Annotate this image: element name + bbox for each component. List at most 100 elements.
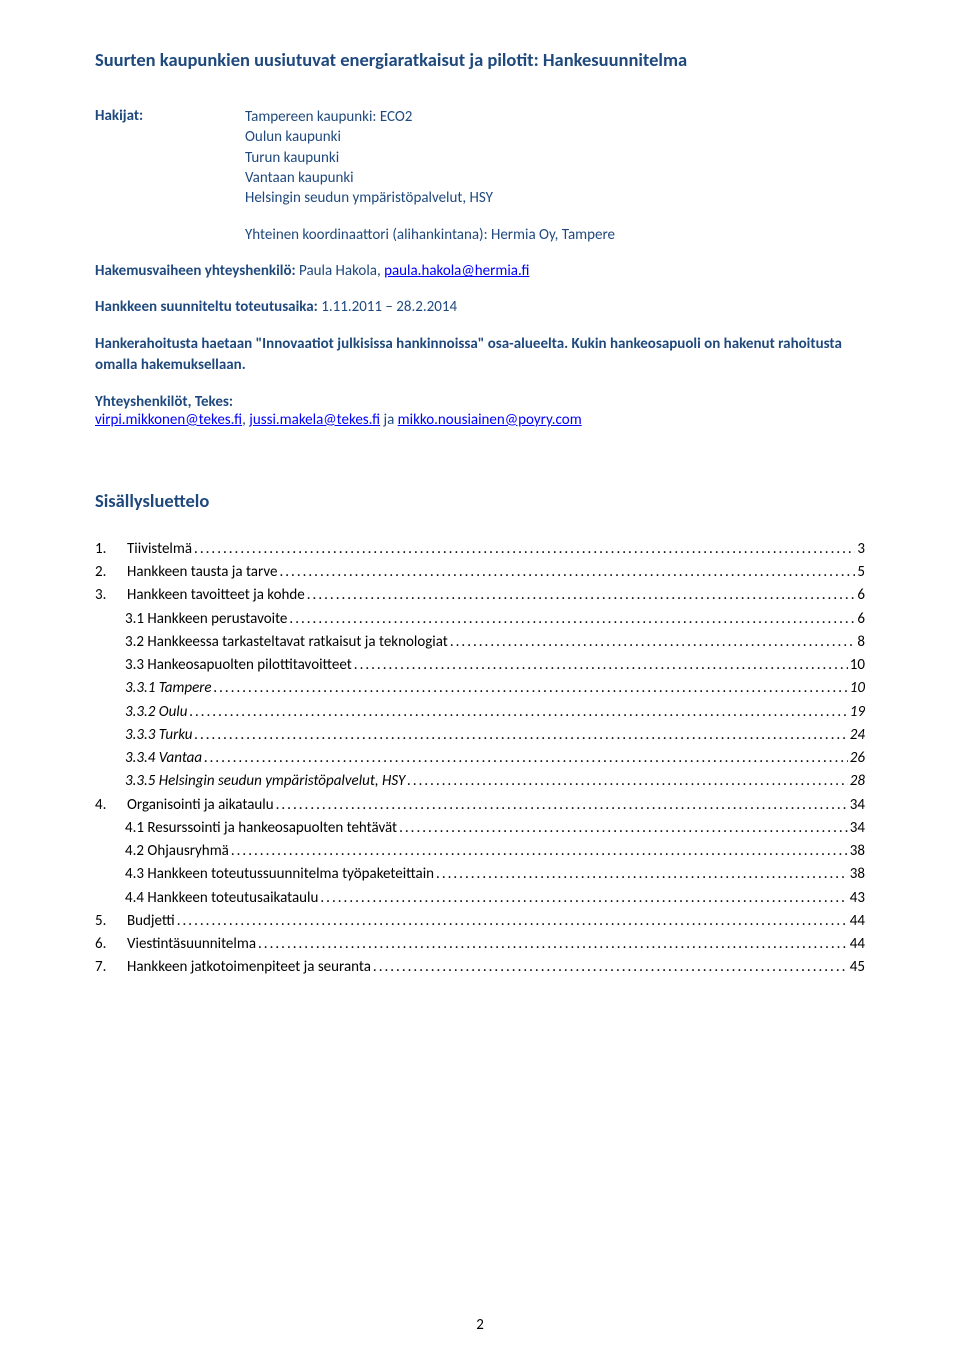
toc-entry[interactable]: 1.Tiivistelmä...........................… (95, 538, 865, 561)
funding-paragraph: Hankerahoitusta haetaan "Innovaatiot jul… (95, 334, 865, 375)
toc-leader-dots: ........................................… (258, 933, 848, 956)
toc-leader-dots: ........................................… (189, 701, 847, 724)
toc-page-number: 45 (850, 956, 865, 979)
toc-page-number: 6 (857, 608, 865, 631)
toc-entry[interactable]: 4.4 Hankkeen toteutusaikataulu..........… (95, 887, 865, 910)
toc-label: 3.3.5 Helsingin seudun ympäristöpalvelut… (125, 770, 405, 793)
applicants-label: Hakijat: (95, 107, 143, 125)
contact-link[interactable]: jussi.makela@tekes.fi (249, 411, 380, 429)
contact-email-link[interactable]: paula.hakola@hermia.fi (384, 262, 529, 280)
toc-entry[interactable]: 4.Organisointi ja aikataulu.............… (95, 794, 865, 817)
toc-entry[interactable]: 2.Hankkeen tausta ja tarve..............… (95, 561, 865, 584)
toc-label: 3.3.1 Tampere (125, 677, 212, 700)
toc-label: Tiivistelmä (127, 538, 192, 561)
contacts-label: Yhteyshenkilöt, Tekes: (95, 393, 865, 411)
toc-page-number: 6 (857, 584, 865, 607)
contact-row: Hakemusvaiheen yhteyshenkilö: Paula Hako… (95, 262, 865, 280)
separator-text: ja (380, 411, 398, 429)
toc-label: Hankkeen tausta ja tarve (127, 561, 277, 584)
toc-leader-dots: ........................................… (231, 840, 848, 863)
toc-page-number: 10 (850, 654, 865, 677)
toc-entry[interactable]: 4.3 Hankkeen toteutussuunnitelma työpake… (95, 863, 865, 886)
toc-leader-dots: ........................................… (276, 794, 848, 817)
toc-entry[interactable]: 3.3.3 Turku.............................… (95, 724, 865, 747)
tekes-contacts: Yhteyshenkilöt, Tekes: virpi.mikkonen@te… (95, 393, 865, 429)
page-number: 2 (0, 1316, 960, 1334)
applicant-item: Oulun kaupunki (245, 127, 493, 147)
toc-page-number: 5 (857, 561, 865, 584)
toc-number: 7. (95, 956, 127, 979)
toc-entry[interactable]: 3.1 Hankkeen perustavoite...............… (95, 608, 865, 631)
toc-page-number: 43 (850, 887, 865, 910)
table-of-contents: 1.Tiivistelmä...........................… (95, 538, 865, 980)
toc-page-number: 26 (850, 747, 865, 770)
toc-leader-dots: ........................................… (177, 910, 848, 933)
toc-label: Budjetti (127, 910, 175, 933)
toc-entry[interactable]: 3.3.2 Oulu..............................… (95, 701, 865, 724)
toc-leader-dots: ........................................… (307, 584, 856, 607)
toc-entry[interactable]: 3.3.4 Vantaa............................… (95, 747, 865, 770)
toc-page-number: 8 (857, 631, 865, 654)
toc-page-number: 19 (850, 701, 865, 724)
toc-entry[interactable]: 3.3.1 Tampere...........................… (95, 677, 865, 700)
toc-number: 2. (95, 561, 127, 584)
toc-label: 4.2 Ohjausryhmä (125, 840, 229, 863)
toc-number: 6. (95, 933, 127, 956)
toc-page-number: 44 (850, 933, 865, 956)
toc-entry[interactable]: 3.2 Hankkeessa tarkasteltavat ratkaisut … (95, 631, 865, 654)
toc-label: 3.1 Hankkeen perustavoite (125, 608, 287, 631)
toc-page-number: 3 (857, 538, 865, 561)
toc-leader-dots: ........................................… (407, 770, 848, 793)
contact-link[interactable]: virpi.mikkonen@tekes.fi (95, 411, 242, 429)
applicant-item: Tampereen kaupunki: ECO2 (245, 107, 493, 127)
toc-entry[interactable]: 3.Hankkeen tavoitteet ja kohde..........… (95, 584, 865, 607)
toc-label: 4.1 Resurssointi ja hankeosapuolten teht… (125, 817, 397, 840)
applicant-item: Vantaan kaupunki (245, 168, 493, 188)
toc-leader-dots: ........................................… (279, 561, 855, 584)
coordinator-line: Yhteinen koordinaattori (alihankintana):… (245, 226, 865, 244)
toc-entry[interactable]: 3.3 Hankeosapuolten pilottitavoitteet...… (95, 654, 865, 677)
toc-leader-dots: ........................................… (194, 724, 847, 747)
toc-heading: Sisällysluettelo (95, 489, 865, 512)
toc-label: Viestintäsuunnitelma (127, 933, 256, 956)
toc-page-number: 28 (850, 770, 865, 793)
contact-link[interactable]: mikko.nousiainen@poyry.com (398, 411, 582, 429)
contact-name: Paula Hakola, (296, 262, 384, 280)
toc-label: 3.3.2 Oulu (125, 701, 187, 724)
toc-leader-dots: ........................................… (204, 747, 848, 770)
toc-label: 3.2 Hankkeessa tarkasteltavat ratkaisut … (125, 631, 448, 654)
toc-page-number: 34 (850, 794, 865, 817)
toc-label: 3.3.3 Turku (125, 724, 192, 747)
toc-label: 3.3 Hankeosapuolten pilottitavoitteet (125, 654, 352, 677)
document-page: Suurten kaupunkien uusiutuvat energiarat… (0, 0, 960, 1362)
contact-label: Hakemusvaiheen yhteyshenkilö: (95, 262, 296, 280)
toc-number: 1. (95, 538, 127, 561)
toc-entry[interactable]: 7.Hankkeen jatkotoimenpiteet ja seuranta… (95, 956, 865, 979)
toc-label: 3.3.4 Vantaa (125, 747, 202, 770)
toc-entry[interactable]: 6.Viestintäsuunnitelma..................… (95, 933, 865, 956)
toc-leader-dots: ........................................… (194, 538, 855, 561)
toc-number: 3. (95, 584, 127, 607)
toc-page-number: 44 (850, 910, 865, 933)
toc-entry[interactable]: 4.1 Resurssointi ja hankeosapuolten teht… (95, 817, 865, 840)
toc-leader-dots: ........................................… (399, 817, 848, 840)
toc-page-number: 38 (850, 863, 865, 886)
duration-value: 1.11.2011 – 28.2.2014 (318, 298, 457, 316)
applicant-item: Helsingin seudun ympäristöpalvelut, HSY (245, 188, 493, 208)
toc-label: Hankkeen tavoitteet ja kohde (127, 584, 305, 607)
toc-label: Organisointi ja aikataulu (127, 794, 274, 817)
toc-leader-dots: ........................................… (450, 631, 856, 654)
toc-leader-dots: ........................................… (436, 863, 848, 886)
page-title: Suurten kaupunkien uusiutuvat energiarat… (95, 48, 865, 71)
applicants-list: Tampereen kaupunki: ECO2 Oulun kaupunki … (245, 107, 493, 208)
toc-entry[interactable]: 5.Budjetti..............................… (95, 910, 865, 933)
toc-leader-dots: ........................................… (320, 887, 847, 910)
toc-entry[interactable]: 4.2 Ohjausryhmä.........................… (95, 840, 865, 863)
toc-entry[interactable]: 3.3.5 Helsingin seudun ympäristöpalvelut… (95, 770, 865, 793)
toc-page-number: 38 (850, 840, 865, 863)
toc-page-number: 10 (850, 677, 865, 700)
duration-row: Hankkeen suunniteltu toteutusaika: 1.11.… (95, 298, 865, 316)
applicants-block: Hakijat: Tampereen kaupunki: ECO2 Oulun … (95, 107, 865, 208)
toc-leader-dots: ........................................… (214, 677, 848, 700)
toc-leader-dots: ........................................… (354, 654, 848, 677)
